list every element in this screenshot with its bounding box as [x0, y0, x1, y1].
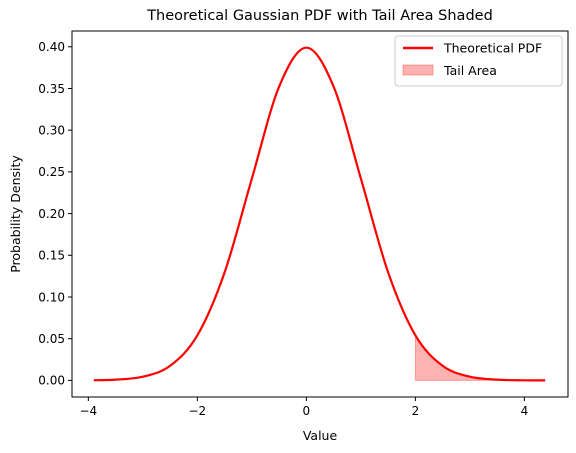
x-axis-label: Value — [303, 428, 338, 443]
y-tick-label: 0.40 — [38, 40, 65, 54]
legend: Theoretical PDF Tail Area — [394, 35, 563, 87]
legend-swatch-tail-area — [402, 64, 434, 76]
y-tick-label: 0.20 — [38, 207, 65, 221]
y-axis-ticks: 0.00 0.05 0.10 0.15 0.20 0.25 0.30 0.35 0.40 — [38, 40, 72, 388]
y-axis-label: Probability Density — [8, 155, 23, 273]
x-tick-label: 2 — [412, 404, 420, 418]
y-tick-label: 0.30 — [38, 123, 65, 137]
y-tick-label: 0.10 — [38, 290, 65, 304]
chart-title: Theoretical Gaussian PDF with Tail Area … — [146, 8, 493, 24]
y-tick-label: 0.05 — [38, 332, 65, 346]
legend-label-tail-area: Tail Area — [443, 63, 497, 78]
plot-area — [93, 46, 546, 382]
x-axis-ticks: −4 −2 0 2 4 — [80, 397, 529, 418]
y-tick-label: 0.25 — [38, 165, 65, 179]
legend-box — [394, 35, 563, 87]
x-tick-label: 0 — [303, 404, 311, 418]
y-tick-label: 0.00 — [38, 374, 65, 388]
y-tick-label: 0.15 — [38, 249, 65, 263]
legend-label-pdf: Theoretical PDF — [443, 41, 542, 56]
x-tick-label: 4 — [521, 404, 529, 418]
pdf-line — [93, 46, 546, 382]
x-tick-label: −2 — [189, 404, 207, 418]
y-tick-label: 0.35 — [38, 82, 65, 96]
x-tick-label: −4 — [80, 404, 98, 418]
